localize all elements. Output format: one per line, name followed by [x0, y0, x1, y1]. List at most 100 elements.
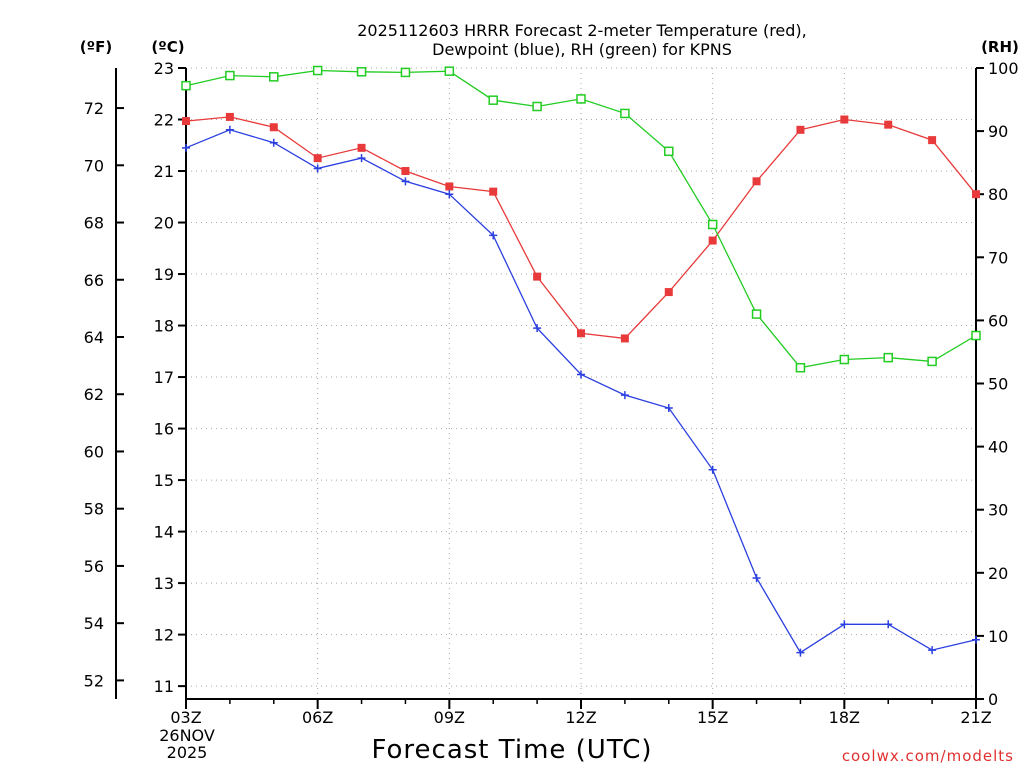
dewpoint-point: [884, 620, 893, 629]
celsius-tick-label: 23: [154, 59, 174, 78]
fahrenheit-tick-label: 66: [84, 271, 104, 290]
temperature-point: [269, 123, 278, 132]
rh-point: [839, 354, 850, 365]
temperature-point: [577, 329, 585, 338]
temperature-point: [533, 272, 542, 281]
rh-point: [883, 352, 893, 363]
celsius-tick-label: 19: [154, 265, 174, 284]
dewpoint-point: [708, 465, 717, 474]
x-tick-label: 15Z: [697, 708, 728, 727]
rh-point: [488, 95, 498, 105]
temperature-point: [445, 182, 454, 191]
rh-tick-label: 10: [988, 627, 1008, 646]
dewpoint-point: [445, 190, 454, 199]
temperature-point: [182, 117, 190, 126]
dewpoint-point: [840, 620, 849, 629]
temperature-point: [752, 177, 761, 186]
x-axis-title: Forecast Time (UTC): [371, 735, 652, 765]
fahrenheit-tick-label: 72: [84, 99, 104, 118]
fahrenheit-tick-label: 68: [84, 214, 104, 233]
celsius-tick-label: 18: [154, 317, 174, 336]
celsius-tick-label: 22: [154, 111, 174, 130]
celsius-tick-label: 12: [154, 626, 174, 645]
rh-point: [532, 101, 542, 112]
fahrenheit-tick-label: 62: [84, 385, 104, 404]
date-label-day: 26NOV: [159, 726, 215, 745]
celsius-tick-label: 15: [154, 471, 174, 490]
rh-tick-label: 50: [988, 375, 1008, 394]
dewpoint-point: [664, 403, 673, 412]
rh-point: [707, 219, 718, 230]
dewpoint-point: [182, 143, 190, 152]
rh-tick-label: 60: [988, 311, 1008, 330]
rh-unit-label: (RH): [981, 38, 1019, 56]
celsius-tick-label: 14: [154, 523, 174, 542]
rh-point: [664, 146, 674, 157]
fahrenheit-tick-label: 54: [84, 614, 104, 633]
rh-point: [400, 67, 411, 78]
temperature-point: [489, 187, 498, 196]
temperature-point: [840, 115, 849, 124]
temperature-point: [928, 136, 937, 145]
rh-tick-label: 0: [988, 690, 998, 709]
date-label-year: 2025: [167, 743, 208, 762]
dewpoint-point: [620, 391, 629, 400]
rh-point: [971, 330, 981, 341]
dewpoint-point: [313, 164, 322, 173]
fahrenheit-tick-label: 52: [84, 671, 104, 690]
rh-series: [181, 65, 981, 373]
dewpoint-point: [577, 370, 585, 379]
series-layer: [181, 65, 981, 657]
gridlines: [185, 67, 977, 699]
chart-title-line1: 2025112603 HRRR Forecast 2-meter Tempera…: [357, 21, 807, 40]
fahrenheit-unit-label: (ºF): [80, 38, 112, 56]
temperature-point: [664, 288, 673, 297]
x-tick-label: 18Z: [829, 708, 860, 727]
fahrenheit-tick-label: 60: [84, 442, 104, 461]
x-tick-label: 09Z: [434, 708, 465, 727]
temperature-line: [185, 116, 977, 340]
temperature-point: [401, 167, 410, 176]
rh-point: [751, 309, 762, 319]
celsius-tick-label: 21: [154, 162, 174, 181]
dewpoint-point: [752, 573, 761, 582]
rh-tick-label: 20: [988, 564, 1008, 583]
temperature-point: [313, 154, 322, 163]
dewpoint-point: [357, 154, 366, 163]
rh-point: [225, 70, 235, 81]
fahrenheit-tick-label: 64: [84, 328, 104, 347]
dewpoint-point: [972, 635, 980, 644]
axes: 11 12 13 14 15 16 17 18 19 20 21 22 23 52 54 56 58 60 62 64…: [84, 59, 1019, 727]
dewpoint-series: [182, 125, 980, 657]
rh-tick-label: 100: [988, 59, 1019, 78]
rh-point: [356, 67, 367, 77]
rh-point: [269, 72, 279, 82]
x-tick-label: 03Z: [170, 708, 201, 727]
rh-point: [620, 108, 630, 119]
temperature-point: [225, 112, 234, 121]
x-tick-label: 21Z: [960, 708, 991, 727]
x-tick-label: 06Z: [302, 708, 333, 727]
x-tick-label: 12Z: [565, 708, 596, 727]
dewpoint-point: [533, 324, 542, 333]
rh-point: [312, 65, 323, 76]
rh-point: [181, 80, 191, 91]
temperature-point: [796, 125, 805, 134]
rh-tick-label: 70: [988, 248, 1008, 267]
source-credit: coolwx.com/modelts: [842, 747, 1014, 765]
celsius-tick-label: 20: [154, 214, 174, 233]
dewpoint-point: [269, 138, 278, 147]
temperature-series: [182, 112, 980, 343]
temperature-point: [357, 143, 366, 152]
dewpoint-point: [401, 177, 410, 186]
dewpoint-point: [928, 646, 937, 655]
temperature-point: [972, 190, 980, 199]
celsius-tick-label: 13: [154, 574, 174, 593]
celsius-tick-label: 17: [154, 368, 174, 387]
rh-tick-label: 40: [988, 438, 1008, 457]
fahrenheit-tick-label: 70: [84, 156, 104, 175]
chart-title-line2: Dewpoint (blue), RH (green) for KPNS: [432, 40, 732, 59]
temperature-point: [708, 236, 717, 245]
fahrenheit-tick-label: 58: [84, 500, 104, 519]
